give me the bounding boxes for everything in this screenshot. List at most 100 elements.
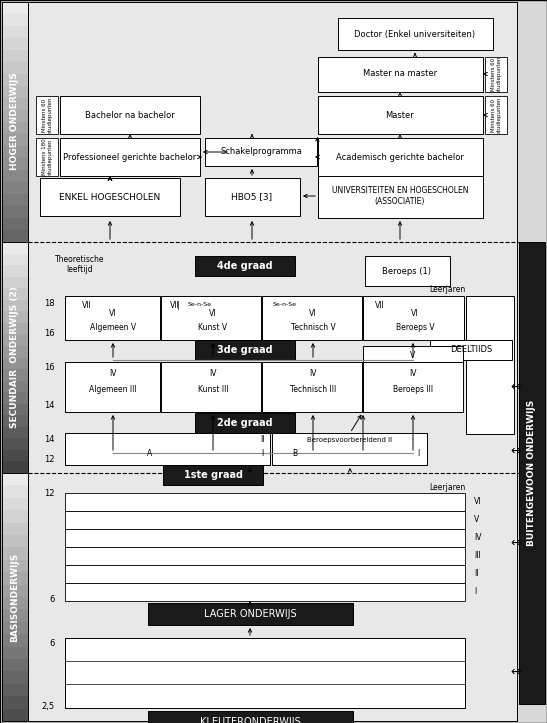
Bar — [272, 433, 427, 465]
Bar — [65, 638, 465, 708]
Bar — [2, 254, 28, 265]
Bar — [163, 465, 263, 485]
Bar — [2, 438, 28, 450]
Bar — [2, 230, 28, 242]
Text: Minstens 180
studiepunten: Minstens 180 studiepunten — [42, 139, 53, 175]
Text: Beroeps V: Beroeps V — [395, 322, 434, 332]
Bar — [65, 529, 465, 547]
Bar — [318, 96, 483, 134]
Bar — [2, 62, 28, 74]
Bar — [363, 362, 463, 412]
Bar — [2, 609, 28, 622]
Bar — [2, 134, 28, 146]
Bar — [2, 110, 28, 122]
Bar — [2, 622, 28, 634]
Bar — [148, 711, 353, 723]
Bar — [65, 547, 465, 565]
Text: 2,5: 2,5 — [42, 701, 55, 711]
Text: Academisch gerichte bachelor: Academisch gerichte bachelor — [336, 153, 464, 161]
Bar — [2, 450, 28, 461]
Bar — [2, 146, 28, 158]
Bar — [2, 122, 28, 134]
Bar — [36, 96, 58, 134]
Bar — [2, 2, 28, 242]
Bar — [65, 362, 160, 412]
Bar — [466, 296, 514, 434]
Text: 1ste graad: 1ste graad — [183, 470, 242, 480]
Text: Professioneel gerichte bachelor: Professioneel gerichte bachelor — [63, 153, 196, 161]
Bar — [2, 346, 28, 357]
Bar — [2, 14, 28, 26]
Text: VII: VII — [375, 301, 385, 309]
Bar — [65, 433, 270, 465]
Bar — [2, 560, 28, 572]
Bar — [2, 696, 28, 709]
Text: I: I — [261, 450, 263, 458]
Text: |: | — [177, 301, 179, 309]
Text: Beroeps (1): Beroeps (1) — [382, 267, 432, 275]
Bar — [2, 380, 28, 392]
Bar — [2, 659, 28, 672]
Bar — [2, 403, 28, 415]
Text: VII: VII — [82, 301, 92, 309]
Bar — [519, 242, 545, 704]
Bar — [318, 174, 483, 218]
Text: UNIVERSITEITEN EN HOGESCHOLEN
(ASSOCIATIE): UNIVERSITEITEN EN HOGESCHOLEN (ASSOCIATI… — [331, 187, 468, 206]
Bar — [195, 413, 295, 433]
Text: Master: Master — [386, 111, 415, 119]
Text: 6: 6 — [50, 638, 55, 648]
Bar — [2, 74, 28, 86]
Text: VI: VI — [411, 309, 419, 317]
Text: SECUNDAIR  ONDERWIJS (2): SECUNDAIR ONDERWIJS (2) — [10, 286, 20, 428]
Text: Theoretische
leeftijd: Theoretische leeftijd — [55, 255, 104, 275]
Bar — [148, 603, 353, 625]
Text: I: I — [474, 588, 476, 596]
Bar — [318, 138, 483, 176]
Bar — [2, 585, 28, 597]
Bar — [2, 523, 28, 535]
Bar — [338, 18, 493, 50]
Bar — [2, 369, 28, 380]
Bar — [2, 672, 28, 684]
Bar — [2, 684, 28, 696]
Text: VI: VI — [474, 497, 481, 507]
Bar — [430, 340, 512, 360]
Text: Beroeps III: Beroeps III — [393, 385, 433, 395]
Bar — [65, 565, 465, 583]
Text: HOGER ONDERWIJS: HOGER ONDERWIJS — [10, 72, 20, 170]
Text: KLEUTERONDERWIJS: KLEUTERONDERWIJS — [200, 717, 300, 723]
Bar — [161, 296, 261, 340]
Bar — [2, 194, 28, 206]
Bar — [2, 634, 28, 646]
Bar — [2, 312, 28, 323]
Bar — [2, 288, 28, 300]
Text: 4de graad: 4de graad — [217, 261, 273, 271]
Bar — [2, 392, 28, 403]
Bar — [2, 498, 28, 510]
Text: VI: VI — [309, 309, 317, 317]
Text: B: B — [293, 450, 298, 458]
Text: I: I — [417, 450, 419, 458]
Text: Algemeen V: Algemeen V — [90, 322, 136, 332]
Bar — [28, 2, 517, 721]
Text: Leerjaren: Leerjaren — [429, 482, 465, 492]
Text: VII: VII — [170, 301, 180, 309]
Text: BASISONDERWIJS: BASISONDERWIJS — [10, 552, 20, 641]
Bar — [2, 50, 28, 62]
Text: II: II — [260, 435, 265, 445]
Bar — [36, 138, 58, 176]
Text: BUITENGEWOON ONDERWIJS: BUITENGEWOON ONDERWIJS — [527, 400, 537, 546]
Text: ENKEL HOGESCHOLEN: ENKEL HOGESCHOLEN — [60, 192, 161, 202]
Text: IV: IV — [109, 369, 117, 379]
Bar — [2, 473, 28, 721]
Bar — [2, 547, 28, 560]
Text: Minstens 60
studiepunten: Minstens 60 studiepunten — [491, 97, 502, 133]
Text: Kunst III: Kunst III — [197, 385, 228, 395]
Bar — [2, 158, 28, 170]
Text: ↔: ↔ — [511, 536, 521, 549]
Text: 16: 16 — [44, 364, 55, 372]
Text: VI: VI — [210, 309, 217, 317]
Text: IV: IV — [409, 369, 417, 379]
Text: Technisch III: Technisch III — [290, 385, 336, 395]
Text: 3de graad: 3de graad — [217, 345, 273, 355]
